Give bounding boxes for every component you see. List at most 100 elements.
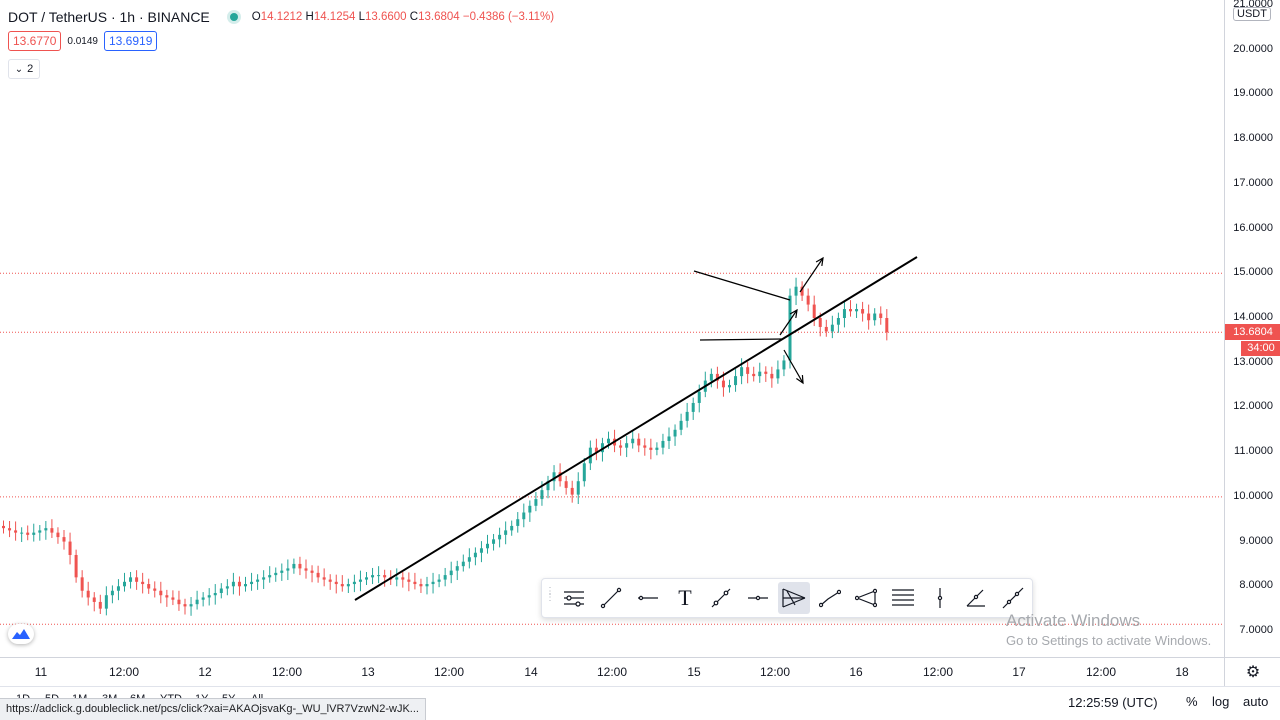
path-icon[interactable]: [814, 582, 846, 614]
candle-body: [522, 512, 526, 520]
polyline-icon[interactable]: [850, 582, 882, 614]
symbol-title[interactable]: DOT / TetherUS · 1h · BINANCE: [8, 9, 210, 25]
candle: [286, 559, 290, 581]
candle: [328, 574, 332, 590]
candle-body: [552, 472, 556, 482]
candle-body: [570, 487, 574, 495]
candle-body: [782, 360, 786, 370]
settings-lines-icon[interactable]: [558, 582, 590, 614]
candle: [649, 438, 653, 460]
drawing-toolbar[interactable]: ⋮ ⋮ T: [541, 578, 1033, 618]
candle: [842, 301, 846, 328]
candle-body: [316, 572, 320, 578]
pitchfork-icon[interactable]: [778, 582, 810, 614]
candle: [824, 319, 828, 337]
grip-icon[interactable]: ⋮ ⋮: [545, 586, 555, 603]
sell-price-button[interactable]: 13.6770: [8, 31, 62, 51]
candle-body: [842, 309, 846, 318]
trend-line-icon[interactable]: [705, 582, 737, 614]
candle-body: [540, 490, 544, 500]
extended-line-icon[interactable]: [997, 582, 1029, 614]
candle-body: [195, 599, 199, 605]
close-value: 13.6804: [418, 11, 460, 23]
candle-body: [504, 530, 508, 535]
candle: [171, 590, 175, 606]
chevron-down-icon: ⌄: [14, 63, 24, 75]
time-tick-label: 12:00: [922, 665, 954, 679]
candle-body: [479, 548, 483, 553]
indicators-toggle-button[interactable]: ⌄ 2: [8, 59, 40, 79]
candle: [528, 500, 532, 522]
candle-body: [141, 581, 145, 585]
text-tool-icon[interactable]: T: [669, 582, 701, 614]
candle-body: [800, 286, 804, 296]
buy-price-button[interactable]: 13.6919: [103, 31, 158, 51]
tradingview-logo[interactable]: [8, 624, 34, 644]
candle: [104, 586, 108, 616]
candle: [885, 309, 889, 341]
candle: [213, 584, 217, 605]
horizontal-line-icon[interactable]: [632, 582, 664, 614]
indicators-count: 2: [27, 63, 34, 75]
candle-body: [32, 532, 36, 535]
candle: [352, 574, 356, 593]
price-tick-label: 8.0000: [1239, 579, 1273, 592]
candle: [56, 527, 60, 544]
candle-body: [110, 590, 114, 596]
fib-levels-icon[interactable]: [887, 582, 919, 614]
candle: [8, 521, 12, 538]
candle: [407, 572, 411, 592]
candle-body: [8, 528, 12, 531]
candle-body: [135, 577, 139, 582]
candle: [298, 556, 302, 576]
candle-body: [159, 590, 163, 596]
candle-body: [836, 318, 840, 325]
candle-body: [274, 572, 278, 576]
candle-body: [328, 579, 332, 582]
price-tick-label: 21.0000: [1233, 0, 1273, 10]
price-chart[interactable]: [0, 0, 1224, 657]
chart-area[interactable]: DOT / TetherUS · 1h · BINANCE O14.1212 H…: [0, 0, 1224, 657]
candle: [225, 579, 229, 596]
candle-body: [123, 581, 126, 587]
candle: [32, 523, 36, 542]
candle-body: [383, 575, 387, 578]
time-tick-label: 15: [687, 665, 701, 679]
line-tool-icon[interactable]: [595, 582, 627, 614]
candle-body: [546, 481, 550, 491]
candle: [304, 559, 308, 579]
log-scale-toggle[interactable]: log: [1212, 694, 1230, 709]
candle-body: [352, 581, 356, 585]
candle: [728, 379, 731, 393]
candle: [788, 288, 792, 369]
percent-scale-toggle[interactable]: %: [1186, 694, 1198, 709]
utc-clock[interactable]: 12:25:59 (UTC): [1068, 695, 1158, 710]
candle-body: [721, 380, 725, 388]
text-glyph: T: [678, 585, 692, 610]
symbol-legend: DOT / TetherUS · 1h · BINANCE O14.1212 H…: [8, 7, 554, 27]
price-tick-label: 16.0000: [1233, 221, 1273, 234]
vertical-line-icon[interactable]: [924, 582, 956, 614]
horizontal-ray-icon[interactable]: [742, 582, 774, 614]
candle-body: [129, 577, 133, 582]
auto-scale-toggle[interactable]: auto: [1243, 694, 1269, 709]
candle-body: [631, 438, 635, 444]
candle-body: [431, 581, 435, 585]
price-scale[interactable]: 21.0000 20.0000 19.0000 18.0000 17.0000 16.00…: [1224, 0, 1280, 657]
candle: [159, 581, 163, 604]
candle-body: [250, 581, 254, 585]
candle: [20, 527, 24, 543]
angle-icon[interactable]: [960, 582, 992, 614]
bar-countdown-label: 34:00: [1241, 341, 1280, 357]
candle-body: [371, 575, 375, 578]
time-axis[interactable]: 11 12:00 12 12:00 13 12:00 14 12:00 15 12:00 16 12:…: [0, 657, 1224, 686]
candle: [358, 570, 362, 592]
candle-body: [607, 438, 610, 444]
candle: [770, 366, 774, 388]
candle-body: [292, 563, 296, 569]
open-value: 14.1212: [260, 11, 303, 23]
gear-icon[interactable]: ⚙: [1224, 657, 1280, 686]
price-tick-label: 11.0000: [1234, 445, 1273, 458]
candle-body: [867, 313, 871, 321]
currency-badge[interactable]: USDT: [1233, 7, 1271, 21]
